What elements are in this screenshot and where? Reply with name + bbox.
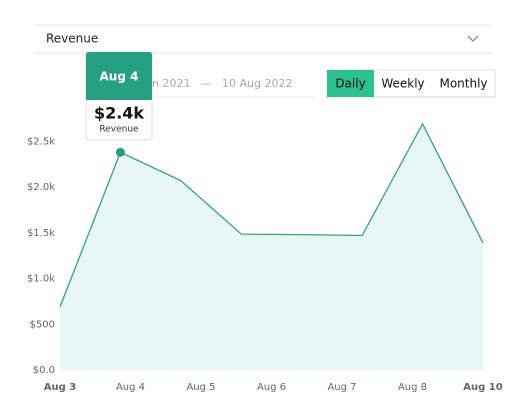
date-end[interactable]: 10 Aug 2022 xyxy=(222,77,292,90)
x-tick-label: Aug 4 xyxy=(116,382,145,393)
marker xyxy=(115,147,125,157)
x-tick-label: Aug 10 xyxy=(463,382,502,393)
tooltip: Aug 4 $2.4k Revenue xyxy=(85,51,153,141)
y-tick-label: $2.5k xyxy=(27,136,55,147)
plot: $0.0 $500 $1.0k $1.5k $2.0k $2.5k Aug 3 Aug 4 Au… xyxy=(27,122,503,393)
x-tick-label: Aug 7 xyxy=(327,382,356,393)
tooltip-header xyxy=(86,52,152,100)
y-tick-label: $500 xyxy=(30,319,55,330)
button-active[interactable] xyxy=(327,70,374,97)
button-label[interactable]: Weekly xyxy=(381,77,424,91)
area-fill xyxy=(60,123,483,370)
x-tick-label: Aug 3 xyxy=(44,382,76,393)
date-separator: — xyxy=(200,77,211,90)
dropdown-label[interactable]: Revenue xyxy=(46,32,98,46)
y-tick-label: $0.0 xyxy=(33,365,55,376)
y-tick-label: $1.5k xyxy=(27,228,55,239)
button-label[interactable]: Daily xyxy=(335,77,365,91)
x-tick-label: Aug 8 xyxy=(398,382,427,393)
tooltip-value: $2.4k xyxy=(94,104,144,123)
x-tick-label: Aug 6 xyxy=(257,382,286,393)
chevron[interactable] xyxy=(467,35,479,42)
button-label[interactable]: Monthly xyxy=(439,77,487,91)
tooltip-title: Aug 4 xyxy=(100,70,139,84)
y-tick-label: $2.0k xyxy=(27,182,55,193)
date-start[interactable]: n 2021 xyxy=(152,77,190,90)
tooltip-label: Revenue xyxy=(99,125,139,135)
x-tick-label: Aug 5 xyxy=(186,382,215,393)
line xyxy=(59,122,484,308)
y-tick-label: $1.0k xyxy=(27,274,55,285)
